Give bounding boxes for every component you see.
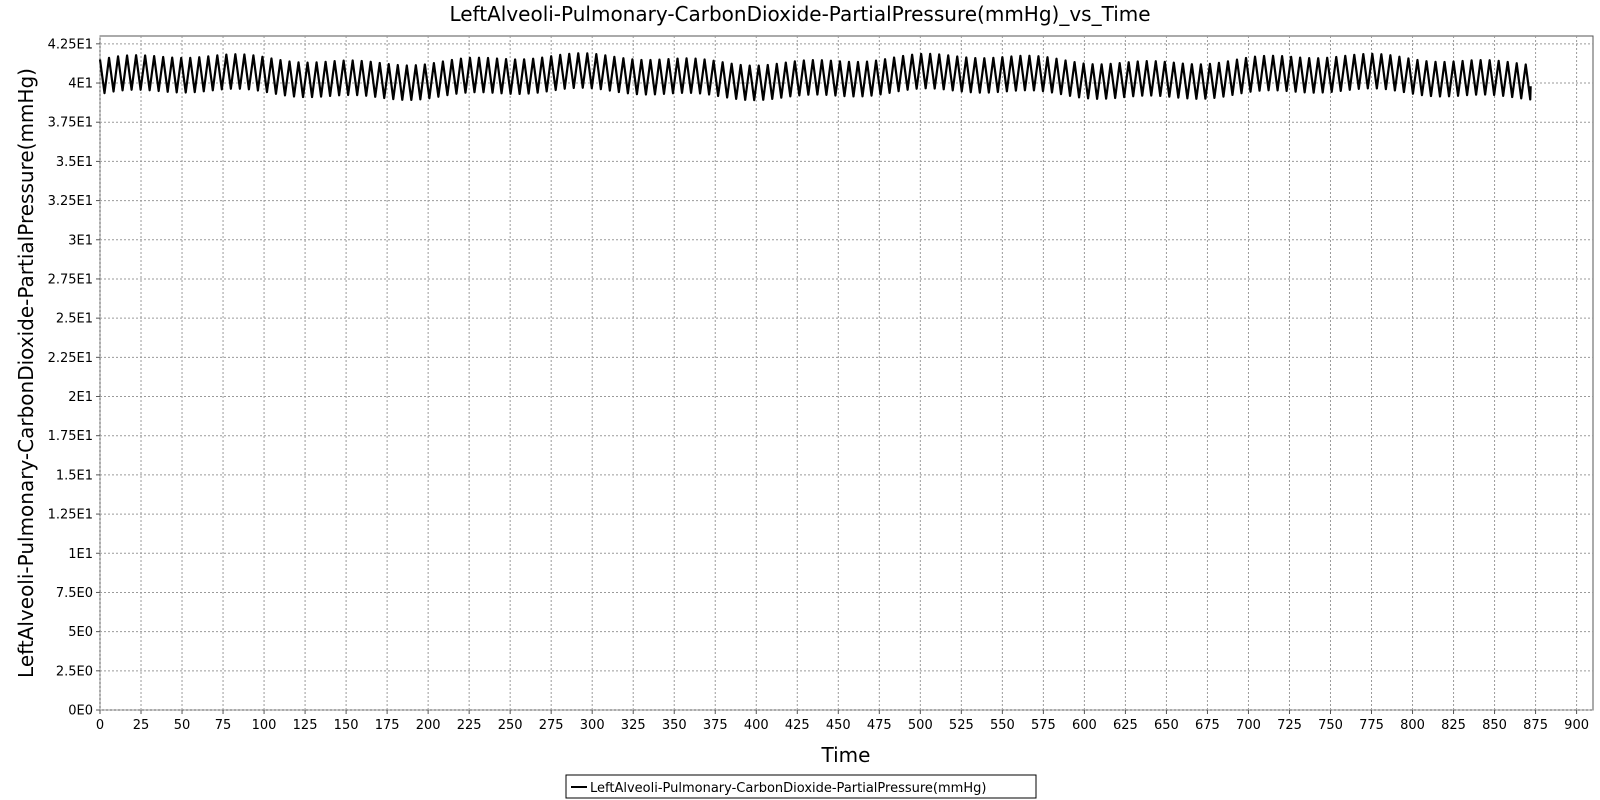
y-tick-label: 2.25E1 bbox=[48, 351, 93, 366]
x-tick-label: 475 bbox=[867, 718, 892, 733]
x-tick-label: 625 bbox=[1113, 718, 1138, 733]
y-tick-label: 2.5E0 bbox=[56, 664, 93, 679]
y-axis-label: LeftAlveoli-Pulmonary-CarbonDioxide-Part… bbox=[14, 68, 38, 678]
y-tick-label: 4.25E1 bbox=[48, 37, 93, 52]
y-tick-label: 3.25E1 bbox=[48, 194, 93, 209]
x-tick-label: 100 bbox=[252, 718, 277, 733]
legend: LeftAlveoli-Pulmonary-CarbonDioxide-Part… bbox=[565, 774, 1037, 799]
plot-area bbox=[99, 35, 1594, 711]
grid bbox=[99, 36, 1593, 711]
chart-title: LeftAlveoli-Pulmonary-CarbonDioxide-Part… bbox=[449, 2, 1150, 26]
x-tick-label: 325 bbox=[621, 718, 646, 733]
x-tick-label: 425 bbox=[785, 718, 810, 733]
y-tick-label: 2.75E1 bbox=[48, 272, 93, 287]
x-axis: 0 25 50 75 100 125 150 175 200 225 250 275 300 325 350… bbox=[96, 710, 1589, 733]
x-tick-label: 550 bbox=[990, 718, 1015, 733]
x-tick-label: 675 bbox=[1195, 718, 1220, 733]
x-tick-label: 900 bbox=[1564, 718, 1589, 733]
x-tick-label: 775 bbox=[1359, 718, 1384, 733]
y-axis: 0E0 2.5E0 5E0 7.5E0 1E1 1.25E1 1.5E1 1.75E1 2E1 2… bbox=[48, 37, 100, 719]
legend-box bbox=[565, 774, 1037, 799]
series-layer bbox=[98, 52, 1532, 102]
x-tick-label: 500 bbox=[908, 718, 933, 733]
x-tick-label: 875 bbox=[1523, 718, 1548, 733]
x-tick-label: 300 bbox=[580, 718, 605, 733]
y-tick-label: 3.75E1 bbox=[48, 116, 93, 131]
x-tick-label: 25 bbox=[133, 718, 150, 733]
x-tick-label: 250 bbox=[498, 718, 523, 733]
x-tick-label: 725 bbox=[1277, 718, 1302, 733]
y-tick-label: 0E0 bbox=[68, 704, 93, 719]
x-tick-label: 575 bbox=[1031, 718, 1056, 733]
x-tick-label: 850 bbox=[1482, 718, 1507, 733]
x-tick-label: 200 bbox=[416, 718, 441, 733]
x-tick-label: 450 bbox=[826, 718, 851, 733]
y-tick-label: 3E1 bbox=[68, 233, 93, 248]
y-tick-label: 5E0 bbox=[68, 625, 93, 640]
x-tick-label: 700 bbox=[1236, 718, 1261, 733]
y-tick-label: 1.5E1 bbox=[56, 468, 93, 483]
x-tick-label: 600 bbox=[1072, 718, 1097, 733]
y-tick-label: 2E1 bbox=[68, 390, 93, 405]
x-tick-label: 350 bbox=[662, 718, 687, 733]
x-tick-label: 650 bbox=[1154, 718, 1179, 733]
x-tick-label: 175 bbox=[375, 718, 400, 733]
x-tick-label: 0 bbox=[96, 718, 104, 733]
x-tick-label: 825 bbox=[1441, 718, 1466, 733]
x-axis-label: Time bbox=[821, 743, 871, 767]
series-line bbox=[98, 52, 1532, 102]
x-tick-label: 75 bbox=[215, 718, 232, 733]
x-tick-label: 275 bbox=[539, 718, 564, 733]
y-tick-label: 1E1 bbox=[68, 547, 93, 562]
y-tick-label: 3.5E1 bbox=[56, 155, 93, 170]
x-tick-label: 150 bbox=[334, 718, 359, 733]
x-tick-label: 225 bbox=[457, 718, 482, 733]
x-tick-label: 50 bbox=[174, 718, 191, 733]
y-tick-label: 4E1 bbox=[68, 77, 93, 92]
x-tick-label: 800 bbox=[1400, 718, 1425, 733]
y-tick-label: 1.75E1 bbox=[48, 429, 93, 444]
y-tick-label: 1.25E1 bbox=[48, 508, 93, 523]
x-tick-label: 400 bbox=[744, 718, 769, 733]
y-tick-label: 7.5E0 bbox=[56, 586, 93, 601]
x-tick-label: 525 bbox=[949, 718, 974, 733]
x-tick-label: 750 bbox=[1318, 718, 1343, 733]
x-tick-label: 375 bbox=[703, 718, 728, 733]
legend-label: LeftAlveoli-Pulmonary-CarbonDioxide-Part… bbox=[590, 781, 986, 796]
x-tick-label: 125 bbox=[293, 718, 318, 733]
y-tick-label: 2.5E1 bbox=[56, 312, 93, 327]
